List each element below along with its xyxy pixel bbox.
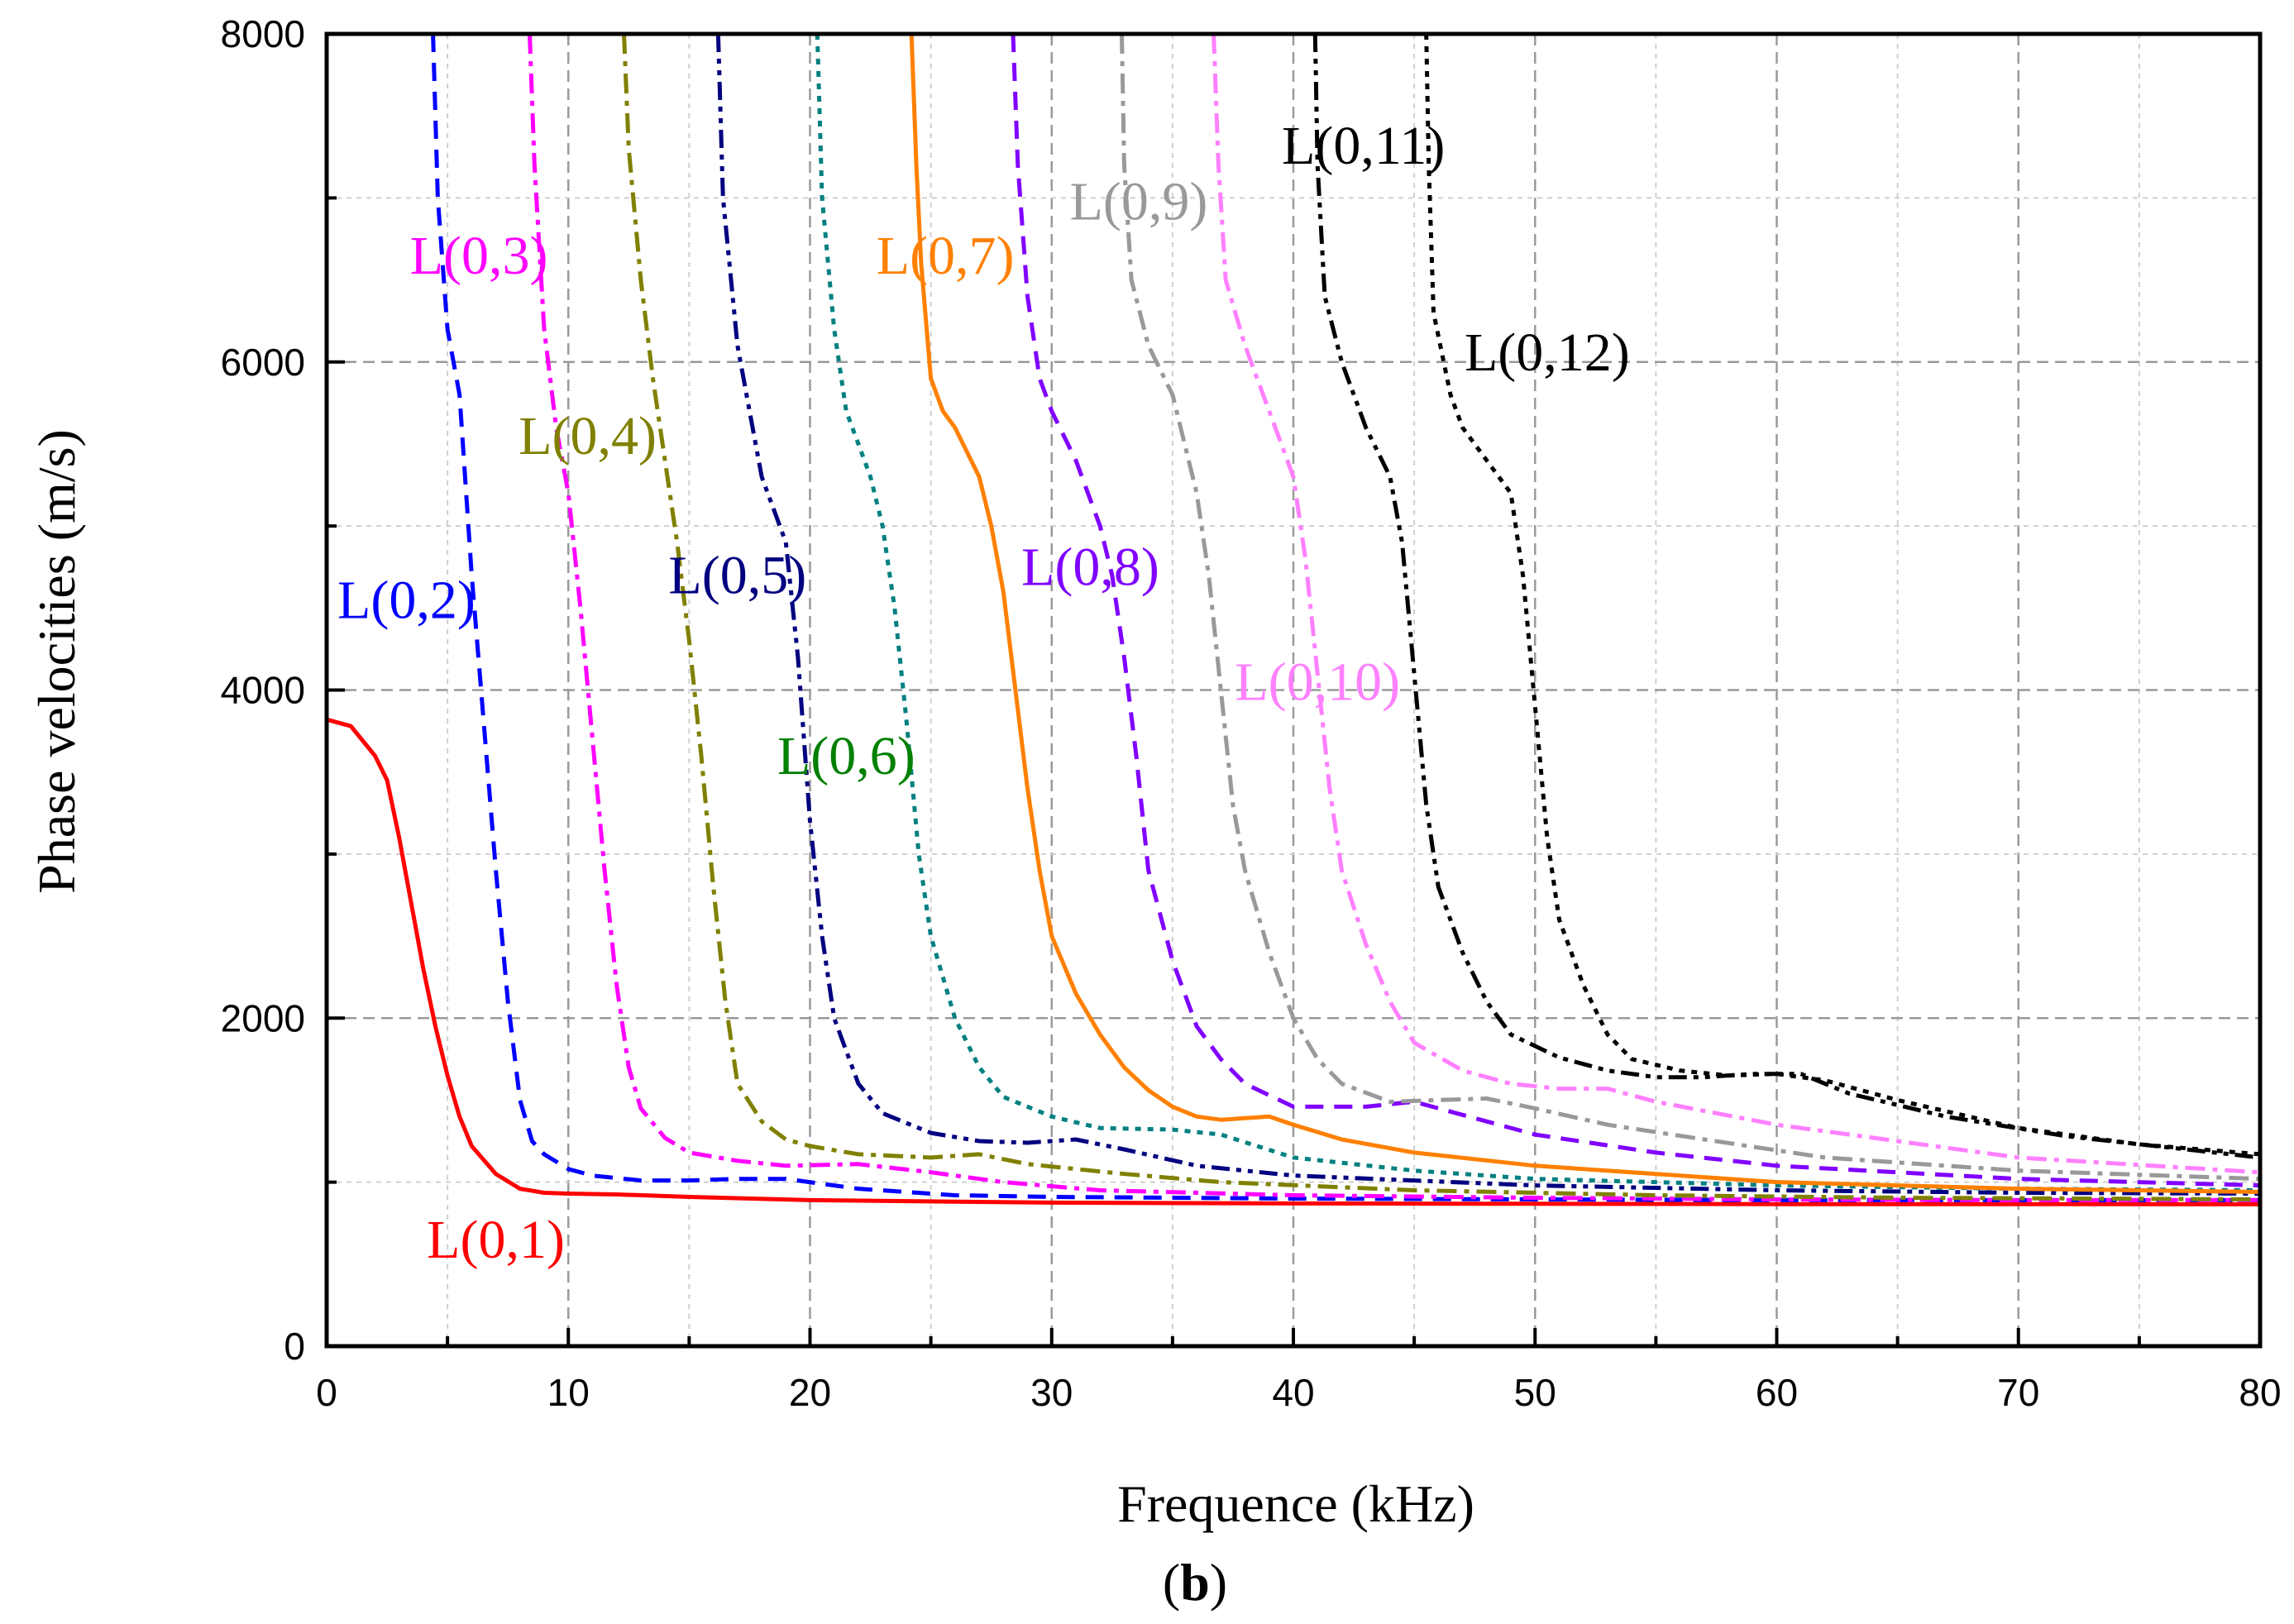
y-tick-label: 8000 xyxy=(221,12,305,55)
panel-label-letter: b xyxy=(1180,1553,1210,1612)
x-tick-label: 30 xyxy=(1030,1371,1073,1414)
x-tick-label: 70 xyxy=(1997,1371,2039,1414)
tick-labels: 0 10 20 30 40 50 60 70 80 0 2000 4000 6000 8000 xyxy=(221,12,2282,1414)
y-tick-label: 0 xyxy=(284,1325,305,1368)
x-axis-title: Frequence (kHz) xyxy=(1117,1474,1474,1533)
curve-label: L(0,2) xyxy=(337,570,476,630)
x-tick-label: 50 xyxy=(1514,1371,1556,1414)
y-tick-label: 6000 xyxy=(221,341,305,384)
curve-label: L(0,5) xyxy=(668,546,806,606)
y-axis-title: Phase velocities (m/s) xyxy=(27,429,86,894)
curve-label: L(0,11) xyxy=(1282,116,1445,176)
series-line-0-7 xyxy=(909,33,2261,1194)
curve-label: L(0,8) xyxy=(1021,537,1159,598)
series-line-0-2 xyxy=(431,33,2260,1202)
curves xyxy=(326,33,2261,1206)
x-tick-label: 0 xyxy=(316,1371,337,1414)
curve-label: L(0,3) xyxy=(410,226,548,286)
curve-label: L(0,4) xyxy=(519,406,657,466)
x-tick-label: 60 xyxy=(1756,1371,1798,1414)
series-line-0-3 xyxy=(528,33,2260,1202)
x-tick-label: 20 xyxy=(789,1371,831,1414)
curve-label: L(0,10) xyxy=(1235,652,1400,713)
grid xyxy=(327,34,2260,1346)
series-line-0-10 xyxy=(1212,33,2261,1175)
curve-label: L(0,6) xyxy=(777,726,915,786)
x-tick-label: 80 xyxy=(2239,1371,2281,1414)
curve-label: L(0,12) xyxy=(1465,322,1630,383)
series-line-0-1 xyxy=(326,717,2261,1206)
curve-labels: L(0,1) L(0,2) L(0,3) L(0,4) L(0,5) L(0,6) L(0,… xyxy=(337,116,1630,1270)
series-line-0-5 xyxy=(715,33,2261,1196)
y-tick-label: 4000 xyxy=(221,669,305,712)
y-tick-label: 2000 xyxy=(221,996,305,1039)
x-tick-label: 40 xyxy=(1272,1371,1314,1414)
series-line-0-4 xyxy=(622,33,2261,1201)
x-tick-label: 10 xyxy=(547,1371,590,1414)
panel-label: (b) xyxy=(1163,1553,1227,1612)
curve-label: L(0,7) xyxy=(877,226,1015,286)
ticks xyxy=(325,32,2262,1348)
curve-label: L(0,9) xyxy=(1070,171,1208,232)
series-line-0-12 xyxy=(1424,33,2261,1157)
series-line-0-9 xyxy=(1120,33,2261,1182)
curve-label: L(0,1) xyxy=(427,1210,565,1270)
